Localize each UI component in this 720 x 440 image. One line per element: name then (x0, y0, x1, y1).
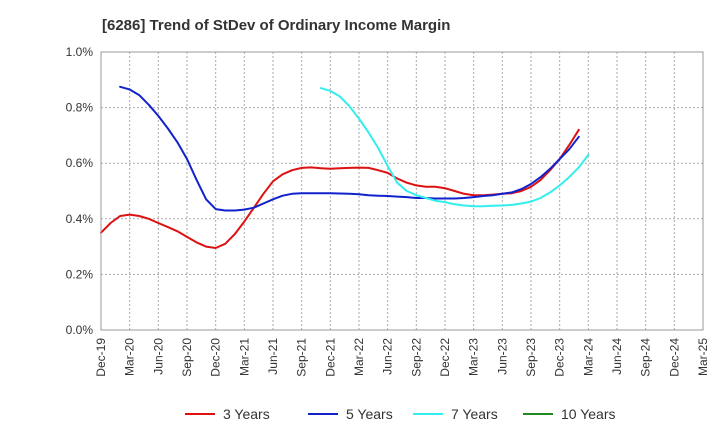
x-tick-label: Sep-22 (409, 338, 423, 377)
x-tick-label: Mar-22 (352, 338, 366, 376)
legend-label: 7 Years (451, 406, 498, 422)
x-tick-label: Jun-21 (266, 338, 280, 375)
x-tick-label: Sep-20 (180, 338, 194, 377)
series-line (119, 85, 580, 212)
x-tick-label: Sep-24 (639, 338, 653, 377)
chart-title: [6286] Trend of StDev of Ordinary Income… (102, 17, 450, 34)
y-tick-label: 0.2% (66, 267, 94, 281)
x-tick-label: Dec-19 (94, 338, 108, 377)
x-tick-label: Dec-20 (209, 338, 223, 377)
x-tick-label: Jun-23 (495, 338, 509, 375)
x-tick-label: Sep-21 (295, 338, 309, 377)
y-axis-ticks: 0.0% 0.2% 0.4% 0.6% 0.8% 1.0% (66, 45, 94, 337)
y-tick-label: 0.8% (66, 101, 94, 115)
x-tick-label: Dec-22 (438, 338, 452, 377)
x-axis-ticks: Dec-19 Mar-20 Jun-20 Sep-20 Dec-20 Mar-21 Jun-… (94, 338, 710, 377)
x-tick-label: Mar-25 (696, 338, 710, 376)
y-tick-label: 0.6% (66, 156, 94, 170)
y-tick-label: 1.0% (66, 45, 94, 59)
x-tick-label: Jun-22 (381, 338, 395, 375)
x-tick-label: Mar-23 (467, 338, 481, 376)
x-tick-label: Sep-23 (524, 338, 538, 377)
legend-label: 5 Years (346, 406, 393, 422)
x-tick-label: Dec-24 (667, 338, 681, 377)
legend-label: 3 Years (223, 406, 270, 422)
y-tick-label: 0.0% (66, 323, 94, 337)
series-line (100, 128, 580, 249)
legend-label: 10 Years (561, 406, 616, 422)
grid-lines (101, 52, 703, 330)
x-tick-label: Dec-21 (323, 338, 337, 377)
x-tick-label: Mar-21 (237, 338, 251, 376)
x-tick-label: Mar-24 (581, 338, 595, 376)
series-lines (100, 85, 590, 249)
series-line (319, 87, 590, 208)
plot-area-border (100, 51, 704, 331)
x-tick-label: Jun-24 (610, 338, 624, 375)
x-tick-label: Mar-20 (123, 338, 137, 376)
x-tick-label: Dec-23 (553, 338, 567, 377)
x-tick-label: Jun-20 (151, 338, 165, 375)
y-tick-label: 0.4% (66, 212, 94, 226)
legend: 3 Years 5 Years 7 Years 10 Years (185, 406, 616, 422)
